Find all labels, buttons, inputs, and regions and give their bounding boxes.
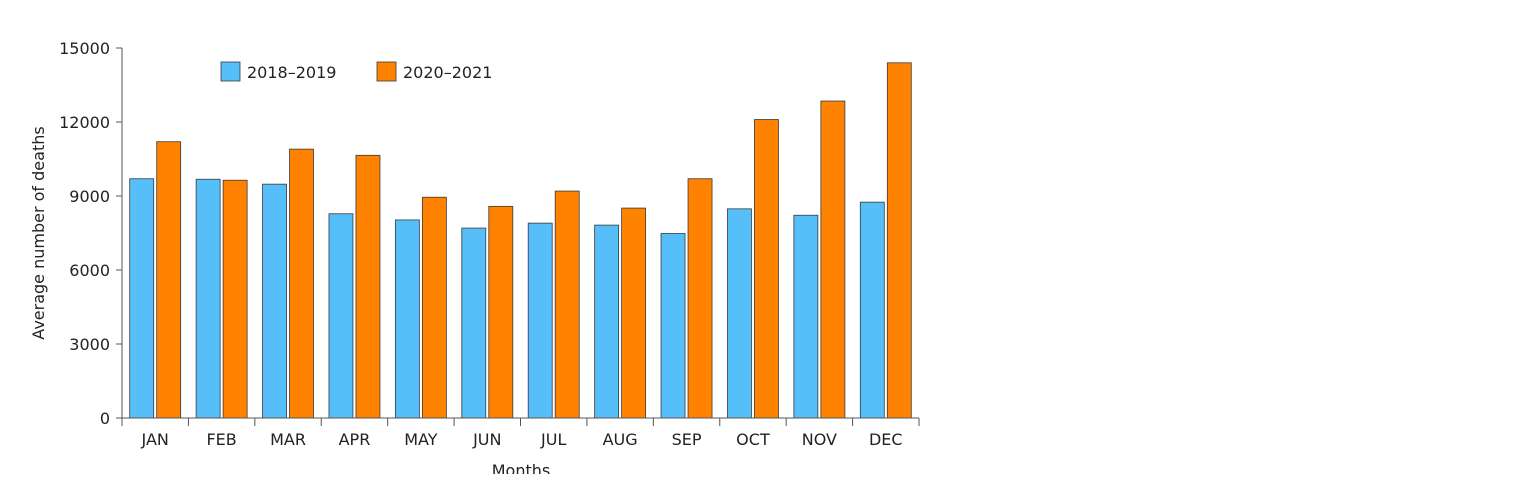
bar-series-2: [621, 207, 647, 419]
x-tick-label: APR: [339, 430, 371, 449]
x-ticks: JAN FEB MAR APR MAY JUN JUL AUG SEP OCT NOV DEC: [121, 418, 920, 449]
x-tick-label: OCT: [736, 430, 770, 449]
x-tick-label: NOV: [802, 430, 837, 449]
y-ticks: 0 3000 6000 9000 12000 15000: [59, 39, 122, 428]
bar-series-1: [195, 178, 221, 419]
y-tick-label: 6000: [69, 261, 110, 280]
x-tick-label: MAR: [270, 430, 306, 449]
x-tick-label: SEP: [672, 430, 702, 449]
x-tick-label: JAN: [141, 430, 169, 449]
y-axis-title: Average number of deaths: [29, 126, 48, 339]
bar-series-2: [289, 148, 314, 419]
bar-series-1: [262, 183, 287, 419]
y-tick-label: 0: [100, 409, 110, 428]
y-tick-label: 3000: [69, 335, 110, 354]
bar-series-2: [222, 179, 248, 419]
x-tick-label: JUL: [540, 430, 566, 449]
bar-series-2: [554, 190, 580, 419]
legend-swatch: [376, 61, 397, 82]
bar-series-1: [727, 208, 752, 419]
y-tick-label: 15000: [59, 39, 110, 58]
x-axis-title: Months: [492, 461, 550, 474]
bar-series-2: [355, 154, 381, 419]
legend-label: 2018–2019: [247, 63, 336, 82]
x-tick-label: FEB: [206, 430, 236, 449]
bar-series-2: [687, 178, 713, 419]
bar-series-1: [793, 214, 819, 419]
bar-series-1: [594, 224, 620, 419]
legend-label: 2020–2021: [403, 63, 492, 82]
bar-series-1: [394, 219, 420, 419]
x-tick-label: MAY: [404, 430, 438, 449]
bar-series-2: [820, 100, 846, 419]
legend: 2018–2019 2020–2021: [220, 61, 492, 82]
bar-series-1: [859, 201, 885, 419]
bar-series-1: [328, 213, 354, 419]
legend-swatch: [220, 61, 241, 82]
y-tick-label: 9000: [69, 187, 110, 206]
bar-series-2: [156, 141, 182, 419]
bar-series-2: [886, 62, 912, 419]
x-tick-label: JUN: [472, 430, 501, 449]
y-tick-label: 12000: [59, 113, 110, 132]
bar-series-2: [754, 119, 779, 419]
bar-series-1: [129, 178, 155, 419]
bars-layer: [129, 62, 912, 419]
bar-series-1: [660, 233, 686, 419]
bar-series-2: [421, 196, 447, 419]
bar-series-1: [461, 227, 487, 419]
bar-series-1: [527, 222, 553, 419]
bar-series-2: [488, 205, 514, 419]
x-tick-label: AUG: [603, 430, 638, 449]
x-tick-label: DEC: [869, 430, 903, 449]
